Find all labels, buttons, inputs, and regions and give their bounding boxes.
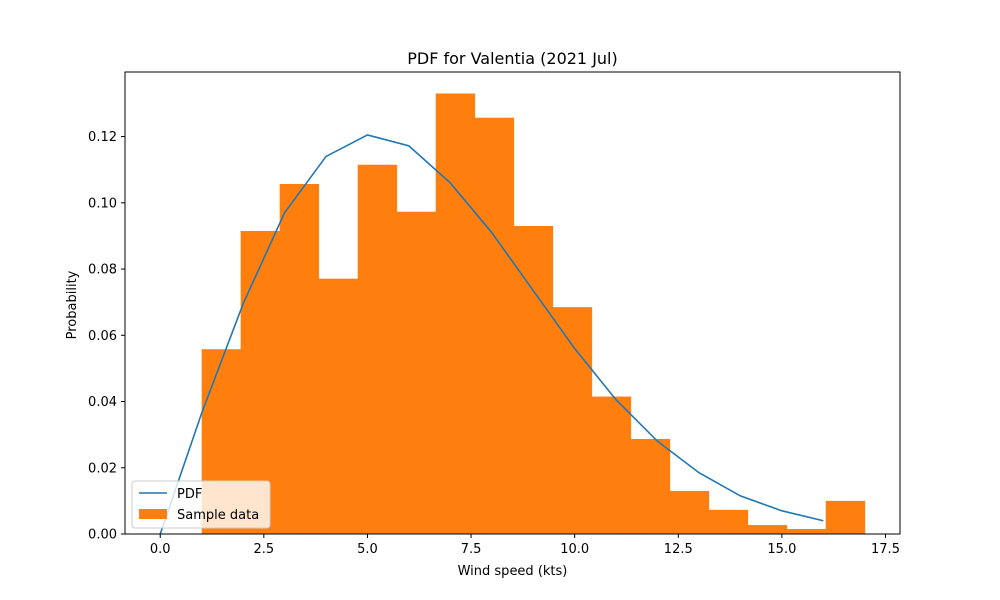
y-axis-label: Probability [65,270,80,339]
histogram-bar [630,438,671,534]
legend-pdf-label: PDF [177,487,202,502]
x-tick-label: 10.0 [560,542,589,557]
x-tick-label: 12.5 [664,542,693,557]
histogram-bar [474,117,515,535]
legend: PDF Sample data [131,480,271,529]
x-tick-label: 0.0 [150,542,171,557]
axes-frame [124,71,901,535]
histogram-bar [552,307,593,534]
x-axis-ticks: 0.0 2.5 5.0 7.5 10.0 12.5 15.0 17.5 [150,534,900,557]
x-tick-label: 5.0 [357,542,378,557]
y-tick-label: 0.12 [88,130,117,145]
pdf-line [159,134,824,535]
histogram-bar [708,509,749,534]
x-tick-label: 15.0 [767,542,796,557]
histogram-bar [396,211,437,534]
x-tick-label: 17.5 [871,542,900,557]
y-tick-label: 0.08 [88,263,117,278]
histogram-bar [591,396,632,534]
y-tick-label: 0.02 [88,461,117,476]
histogram-bar [357,164,398,534]
legend-sample-label: Sample data [177,508,259,523]
y-tick-label: 0.10 [88,196,117,211]
histogram-bar [786,529,827,534]
x-tick-label: 7.5 [461,542,482,557]
pdf-line-group [159,134,824,535]
histogram-bar [279,183,320,534]
histogram-bar [318,278,359,534]
legend-sample-swatch [139,509,167,519]
histogram-bar [435,93,476,534]
y-tick-label: 0.06 [88,329,117,344]
histogram-bar [513,226,554,534]
x-axis-label: Wind speed (kts) [458,564,568,579]
chart-title: PDF for Valentia (2021 Jul) [407,49,617,68]
histogram-bar [747,525,788,534]
x-tick-label: 2.5 [253,542,274,557]
y-tick-label: 0.04 [88,395,117,410]
histogram-bar [825,500,866,534]
y-tick-label: 0.00 [88,528,117,543]
histogram-bars [201,93,866,535]
histogram-bar [669,490,710,534]
y-axis-ticks: 0.00 0.02 0.04 0.06 0.08 0.10 0.12 [88,130,125,543]
